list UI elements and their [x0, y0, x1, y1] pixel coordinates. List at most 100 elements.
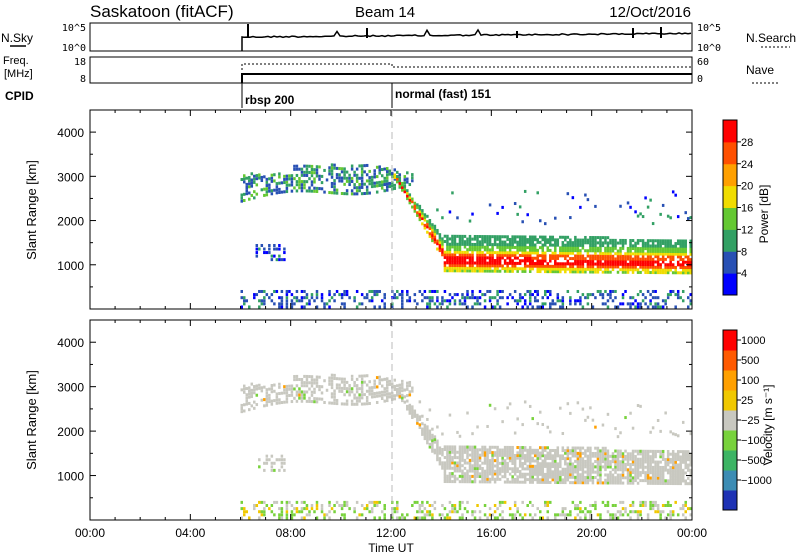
echo-cell	[661, 249, 665, 253]
echo-cell	[426, 430, 429, 434]
echo-cell	[686, 305, 690, 309]
echo-cell	[295, 399, 299, 403]
echo-cell	[278, 398, 281, 402]
echo-cell	[689, 468, 692, 472]
echo-cell	[385, 188, 389, 192]
echo-cell	[639, 500, 642, 504]
echo-cell	[681, 268, 685, 272]
echo-cell	[320, 174, 324, 178]
echo-cell	[576, 257, 580, 261]
echo-cell	[278, 187, 281, 191]
echo-cell	[528, 293, 532, 297]
echo-cell	[300, 180, 304, 184]
echo-cell	[245, 510, 249, 514]
echo-cell	[528, 251, 532, 255]
echo-cell	[456, 242, 459, 246]
echo-cell	[245, 393, 249, 397]
echo-cell	[644, 476, 647, 480]
echo-cell	[681, 450, 685, 454]
echo-cell	[579, 259, 582, 263]
echo-cell	[576, 470, 580, 474]
echo-cell	[378, 183, 381, 187]
echo-cell	[561, 267, 565, 271]
echo-cell	[631, 463, 635, 467]
echo-cell	[518, 475, 522, 479]
echo-cell	[308, 513, 311, 517]
echo-cell	[651, 268, 655, 272]
echo-cell	[651, 504, 655, 507]
echo-cell	[533, 459, 537, 463]
echo-cell	[689, 260, 692, 264]
echo-cell	[594, 454, 597, 458]
echo-cell	[358, 513, 361, 517]
echo-cell	[481, 477, 484, 481]
echo-cell	[378, 165, 381, 169]
echo-cell	[498, 243, 502, 247]
echo-cell	[463, 445, 467, 449]
echo-cell	[368, 380, 371, 384]
echo-cell	[629, 504, 632, 507]
echo-cell	[636, 449, 640, 453]
echo-cell	[493, 477, 497, 481]
echo-cell	[303, 164, 306, 168]
echo-cell	[656, 302, 660, 306]
echo-cell	[656, 247, 660, 251]
echo-cell	[656, 465, 660, 469]
echo-cell	[463, 266, 467, 270]
echo-cell	[488, 513, 492, 517]
echo-cell	[443, 472, 447, 476]
echo-cell	[566, 478, 570, 482]
echo-cell	[579, 457, 582, 461]
echo-cell	[538, 240, 542, 244]
echo-cell	[275, 182, 279, 186]
echo-cell	[483, 293, 487, 297]
echo-cell	[681, 460, 685, 464]
echo-cell	[501, 296, 504, 300]
echo-cell	[621, 476, 625, 480]
echo-cell	[541, 302, 544, 306]
echo-cell	[626, 481, 630, 485]
echo-cell	[491, 464, 494, 468]
echo-cell	[513, 299, 517, 303]
colorbar-swatch	[723, 410, 737, 431]
echo-cell	[679, 242, 682, 246]
echo-cell	[295, 299, 299, 303]
echo-cell	[619, 460, 622, 464]
echo-cell	[671, 255, 675, 259]
echo-cell	[365, 399, 369, 403]
echo-cell	[498, 261, 502, 265]
echo-cell	[330, 379, 334, 383]
echo-cell	[385, 179, 389, 183]
echo-cell	[566, 262, 570, 266]
echo-cell	[463, 296, 467, 300]
echo-cell	[481, 253, 484, 257]
echo-cell	[686, 466, 690, 470]
echo-cell	[471, 293, 474, 297]
echo-cell	[401, 305, 404, 309]
echo-cell	[574, 249, 577, 253]
echo-cell	[398, 516, 402, 520]
echo-cell	[498, 289, 502, 293]
echo-cell	[554, 302, 557, 306]
echo-cell	[243, 192, 246, 196]
echo-cell	[340, 504, 344, 507]
echo-cell	[476, 296, 479, 300]
echo-cell	[518, 459, 522, 463]
echo-cell	[626, 249, 630, 253]
echo-cell	[298, 186, 301, 190]
echo-cell	[401, 299, 404, 303]
echo-cell	[466, 289, 469, 293]
echo-cell	[619, 431, 622, 435]
echo-cell	[664, 244, 667, 248]
echo-cell	[431, 441, 434, 445]
echo-cell	[556, 467, 560, 471]
echo-cell	[496, 289, 499, 293]
echo-cell	[599, 265, 602, 269]
echo-cell	[333, 392, 336, 396]
echo-cell	[523, 480, 527, 484]
echo-cell	[649, 260, 652, 264]
echo-cell	[406, 381, 409, 385]
x-tick-label: 04:00	[175, 526, 205, 540]
echo-cell	[649, 479, 652, 483]
echo-cell	[556, 446, 560, 450]
